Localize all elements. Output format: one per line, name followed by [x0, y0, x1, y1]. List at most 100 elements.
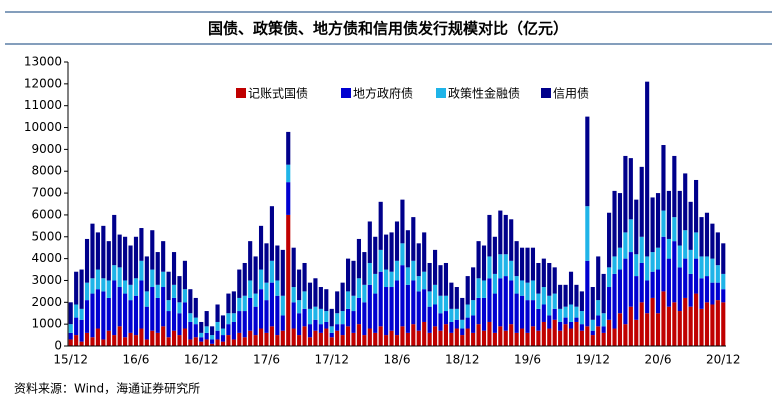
- bar-segment: [362, 252, 367, 285]
- bar-segment: [384, 234, 389, 270]
- bar-segment: [623, 258, 628, 325]
- bar-segment: [590, 287, 595, 320]
- bar-segment: [171, 297, 177, 331]
- bar-segment: [465, 276, 470, 305]
- bar-segment: [558, 284, 563, 309]
- bar-segment: [286, 164, 291, 183]
- bar-segment: [367, 284, 372, 329]
- bar-segment: [416, 276, 421, 292]
- bar-segment: [432, 284, 438, 305]
- bar-segment: [645, 280, 650, 314]
- bar-segment: [384, 335, 389, 346]
- bar-segment: [492, 236, 497, 274]
- bar-segment: [432, 326, 438, 346]
- bar-segment: [596, 256, 601, 301]
- bar-segment: [84, 332, 90, 346]
- bar-segment: [297, 335, 302, 346]
- bar-segment: [345, 258, 351, 292]
- bar-segment: [677, 267, 682, 312]
- bar-segment: [253, 256, 258, 294]
- bar-segment: [117, 287, 122, 327]
- bar-segment: [541, 258, 546, 288]
- bar-segment: [400, 243, 405, 266]
- bar-segment: [476, 324, 481, 346]
- bar-segment: [585, 206, 590, 261]
- bar-segment: [166, 311, 171, 338]
- bar-segment: [476, 241, 481, 279]
- bar-segment: [579, 330, 584, 346]
- bar-segment: [389, 287, 394, 331]
- bar-segment: [460, 328, 465, 336]
- bar-segment: [699, 278, 704, 309]
- bar-segment: [628, 306, 633, 346]
- bar-segment: [231, 321, 236, 340]
- bar-segment: [340, 282, 345, 312]
- bar-segment: [68, 332, 73, 340]
- bar-segment: [438, 265, 443, 296]
- bar-segment: [645, 81, 650, 257]
- bar-segment: [68, 339, 73, 346]
- bar-segment: [612, 256, 617, 274]
- bar-segment: [264, 332, 269, 346]
- legend-swatch: [341, 88, 351, 98]
- bar-segment: [204, 326, 209, 333]
- bar-segment: [438, 330, 443, 346]
- bar-segment: [215, 339, 220, 346]
- bar-segment: [530, 300, 536, 327]
- bar-segment: [628, 219, 633, 253]
- bar-segment: [373, 332, 378, 346]
- bar-segment: [123, 293, 128, 338]
- bar-segment: [465, 328, 470, 346]
- bar-segment: [525, 282, 530, 301]
- bar-segment: [155, 284, 160, 298]
- bar-segment: [220, 335, 226, 342]
- bar-segment: [688, 273, 693, 307]
- bar-segment: [95, 328, 100, 346]
- y-tick-label: 12000: [24, 76, 62, 90]
- bar-segment: [672, 217, 677, 242]
- bar-segment: [715, 300, 720, 346]
- bar-segment: [351, 332, 356, 346]
- bar-segment: [90, 223, 95, 279]
- bar-segment: [558, 321, 563, 331]
- bar-segment: [607, 212, 612, 268]
- bar-segment: [280, 315, 285, 331]
- bar-segment: [487, 214, 492, 257]
- bar-segment: [177, 335, 182, 346]
- bar-segment: [237, 311, 242, 333]
- bar-segment: [460, 335, 465, 346]
- bar-segment: [161, 241, 166, 272]
- bar-segment: [248, 241, 253, 281]
- bar-segment: [302, 262, 307, 292]
- bar-segment: [210, 339, 215, 344]
- bar-segment: [514, 276, 519, 294]
- bar-segment: [481, 297, 487, 331]
- bar-segment: [144, 291, 149, 307]
- bar-segment: [101, 291, 106, 340]
- bar-segment: [171, 284, 177, 298]
- bar-segment: [509, 260, 514, 281]
- bar-segment: [465, 317, 470, 329]
- bar-segment: [204, 332, 209, 340]
- bar-segment: [139, 228, 144, 261]
- bar-segment: [688, 249, 693, 274]
- bar-segment: [362, 335, 367, 346]
- bar-segment: [313, 319, 318, 331]
- bar-segment: [672, 241, 677, 303]
- bar-segment: [400, 265, 405, 327]
- bar-segment: [150, 269, 155, 288]
- bar-segment: [422, 271, 427, 290]
- bar-segment: [558, 308, 563, 322]
- bar-segment: [329, 326, 334, 333]
- bar-segment: [193, 317, 198, 325]
- bar-segment: [133, 295, 139, 336]
- bar-segment: [161, 271, 166, 288]
- bar-segment: [307, 337, 313, 346]
- bar-segment: [79, 308, 84, 320]
- source-note: 资料来源：Wind，海通证券研究所: [14, 381, 200, 396]
- bar-segment: [84, 238, 90, 283]
- bar-segment: [264, 300, 269, 333]
- bar-segment: [133, 335, 139, 346]
- bar-segment: [248, 297, 253, 331]
- bar-segment: [106, 280, 111, 298]
